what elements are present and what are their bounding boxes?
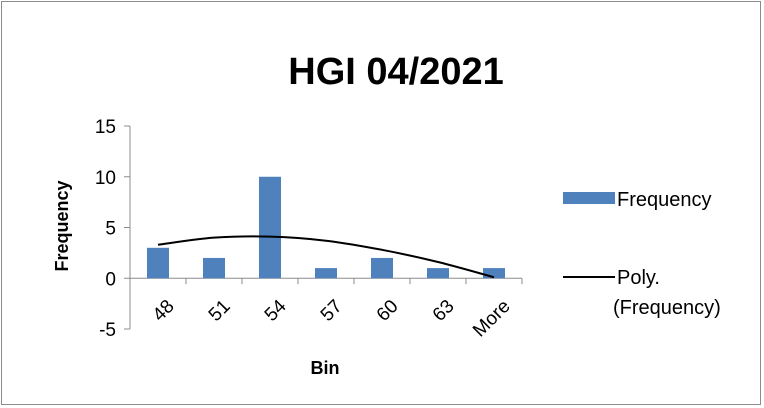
x-tick-label: 48 [149, 296, 179, 326]
x-tick-label: 57 [317, 296, 347, 326]
legend-label-frequency: Frequency [617, 189, 712, 211]
legend-label-trendline-2: (Frequency) [613, 297, 721, 319]
y-tick-label: 0 [105, 269, 116, 290]
x-tick-label: 51 [205, 296, 235, 326]
y-axis-title: Frequency [52, 180, 72, 271]
x-tick-label: 54 [261, 296, 291, 326]
bar-60 [371, 257, 393, 279]
legend-label-trendline-1: Poly. [617, 267, 660, 289]
y-tick-label: -5 [99, 320, 116, 341]
y-axis-title-group: Frequency [52, 180, 72, 271]
bar-63 [427, 268, 449, 279]
x-axis-title: Bin [311, 358, 340, 378]
plot-area: 15 10 5 0 -5 48 51 54 57 60 63 More [95, 117, 523, 341]
y-tick-label: 15 [95, 117, 116, 138]
trendline-poly-frequency [157, 235, 495, 279]
x-tick-label: 60 [373, 296, 403, 326]
y-tick-label: 10 [95, 168, 116, 189]
x-tick-label: 63 [429, 296, 459, 326]
bar-48 [147, 247, 169, 279]
legend: Frequency Poly. (Frequency) [563, 189, 721, 319]
bar-more [483, 268, 505, 279]
bar-57 [315, 268, 337, 279]
chart-title: HGI 04/2021 [288, 51, 503, 93]
bar-54 [259, 176, 281, 279]
x-tick-label: More [469, 296, 514, 341]
y-tick-label: 5 [105, 219, 116, 240]
legend-swatch-frequency [563, 192, 615, 204]
bar-51 [203, 257, 225, 279]
